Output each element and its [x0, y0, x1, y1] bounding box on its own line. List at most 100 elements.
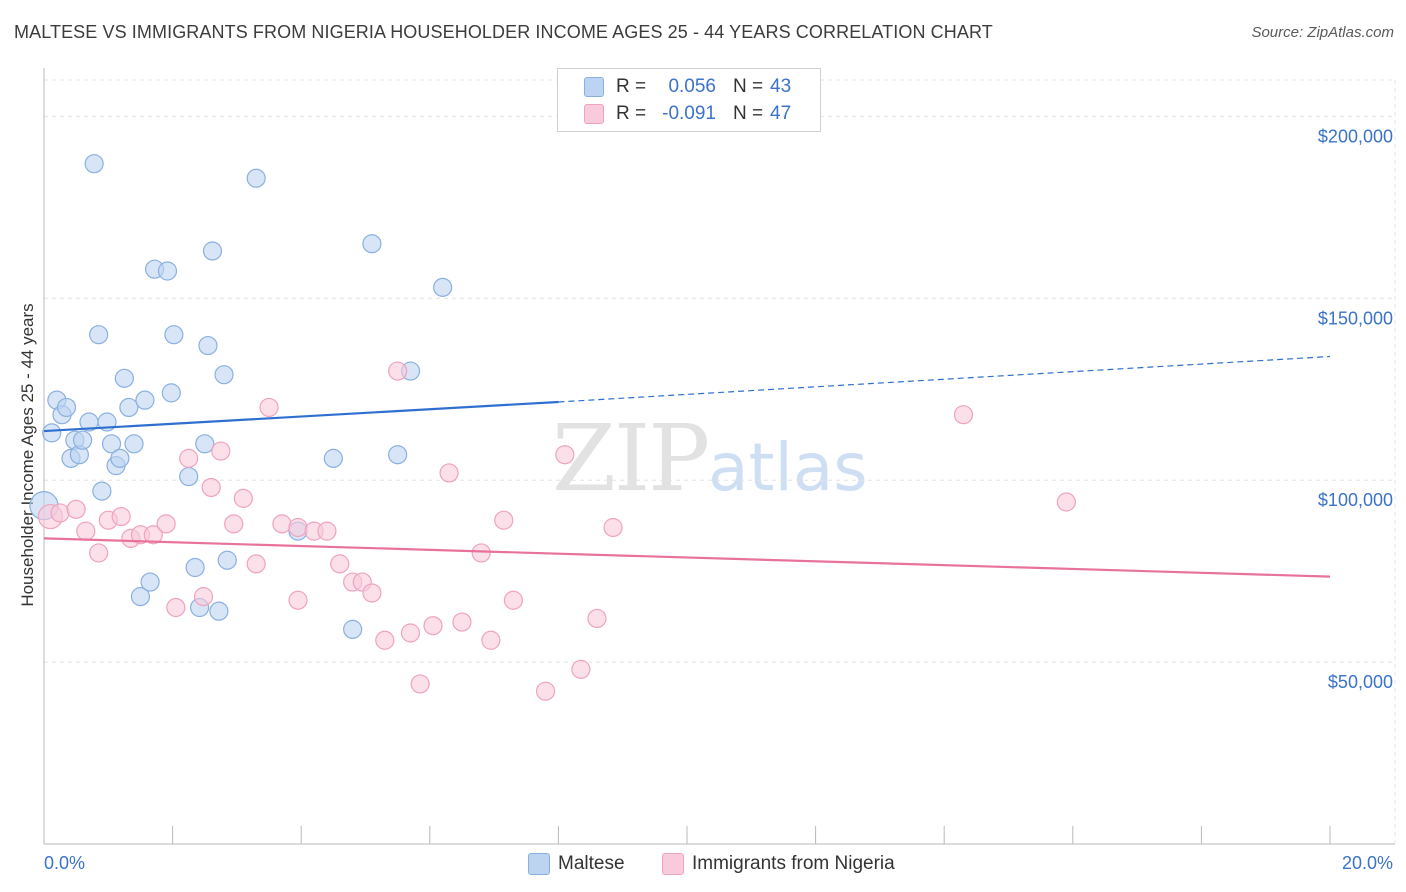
y-tick-label: $150,000: [1318, 308, 1393, 328]
maltese-point: [161, 383, 181, 403]
nigeria-point: [288, 517, 308, 538]
y-tick-label: $100,000: [1318, 490, 1393, 510]
nigeria-point: [362, 583, 382, 603]
chart-title: MALTESE VS IMMIGRANTS FROM NIGERIA HOUSE…: [14, 22, 993, 42]
r-label: R =: [616, 76, 647, 97]
maltese-point: [72, 430, 93, 450]
n-label: N =: [733, 103, 764, 124]
nigeria-point: [66, 499, 86, 519]
nigeria-point: [535, 681, 556, 701]
maltese-point: [157, 261, 178, 281]
y-tick-label: $200,000: [1318, 126, 1393, 146]
maltese-trend-extension: [558, 355, 1331, 403]
nigeria-point: [439, 463, 459, 483]
maltese-point: [114, 368, 134, 388]
nigeria-point: [423, 616, 443, 636]
source-label: Source: ZipAtlas.com: [1251, 24, 1394, 41]
maltese-point: [164, 325, 184, 345]
nigeria-point: [603, 517, 623, 538]
maltese-point: [343, 619, 363, 639]
maltese-point: [179, 466, 199, 487]
nigeria-point: [571, 659, 591, 679]
maltese-point: [89, 325, 109, 345]
maltese-point: [92, 481, 112, 501]
nigeria-point: [179, 448, 199, 468]
stats-row-nigeria: R = -0.091 N = 47: [558, 101, 820, 127]
stats-row-maltese: R = 0.056 N = 43: [558, 74, 820, 100]
nigeria-point: [89, 543, 109, 563]
nigeria-point: [317, 521, 337, 541]
legend-label: Immigrants from Nigeria: [692, 853, 895, 874]
nigeria-point: [452, 612, 472, 632]
nigeria-point: [953, 405, 974, 425]
nigeria-swatch: [584, 104, 604, 124]
maltese-point: [323, 448, 343, 468]
stats-legend-box: R = 0.056 N = 43 R = -0.091 N = 47: [557, 68, 821, 132]
nigeria-point: [143, 525, 163, 545]
nigeria-point: [50, 503, 70, 523]
n-value: 43: [770, 76, 792, 97]
maltese-point: [198, 335, 218, 356]
maltese-point: [246, 168, 266, 188]
maltese-point: [124, 434, 144, 454]
maltese-point: [214, 365, 234, 385]
maltese-point: [388, 445, 408, 465]
r-value: -0.091: [662, 103, 716, 124]
maltese-point: [362, 234, 382, 254]
nigeria-point: [246, 554, 266, 574]
nigeria-swatch: [662, 853, 684, 875]
maltese-trend-line: [43, 400, 559, 433]
nigeria-point: [272, 514, 292, 534]
nigeria-point: [224, 514, 244, 534]
maltese-swatch: [584, 77, 604, 97]
nigeria-point: [503, 590, 523, 610]
maltese-point: [209, 601, 229, 621]
maltese-point: [130, 587, 151, 607]
nigeria-point: [555, 445, 575, 465]
r-label: R =: [616, 103, 647, 124]
nigeria-point: [201, 477, 221, 498]
maltese-swatch: [528, 853, 550, 875]
nigeria-point: [400, 623, 421, 643]
nigeria-point: [587, 608, 607, 629]
nigeria-trend-line: [43, 537, 1331, 578]
maltese-point: [433, 277, 453, 297]
watermark: ZIPatlas: [552, 405, 868, 512]
watermark-zip: ZIP: [552, 405, 710, 512]
nigeria-point: [288, 590, 308, 610]
nigeria-point: [330, 554, 350, 574]
nigeria-point: [156, 514, 176, 534]
maltese-point: [202, 241, 223, 261]
maltese-point: [110, 448, 130, 468]
nigeria-point: [211, 441, 231, 461]
nigeria-point: [233, 488, 253, 508]
maltese-point: [42, 423, 62, 443]
nigeria-point: [1056, 492, 1076, 512]
nigeria-point: [410, 674, 430, 694]
maltese-point: [101, 434, 122, 454]
maltese-point: [195, 434, 215, 454]
nigeria-point: [388, 361, 408, 381]
maltese-point: [56, 397, 77, 418]
maltese-point: [140, 572, 160, 592]
maltese-point: [185, 557, 205, 578]
legend-label: Maltese: [558, 853, 625, 874]
watermark-atlas: atlas: [708, 429, 868, 506]
maltese-point: [119, 397, 139, 418]
y-tick-label: $50,000: [1328, 672, 1393, 692]
maltese-point: [217, 550, 237, 570]
nigeria-point: [494, 510, 514, 530]
nigeria-point: [481, 630, 501, 650]
nigeria-point: [471, 543, 491, 563]
maltese-point: [135, 390, 155, 410]
maltese-point: [84, 154, 104, 174]
nigeria-point: [111, 506, 131, 527]
nigeria-point: [193, 587, 214, 607]
nigeria-point: [76, 521, 96, 541]
bottom-legend: Maltese Immigrants from Nigeria: [0, 852, 1406, 878]
nigeria-point: [166, 597, 186, 618]
r-value: 0.056: [668, 76, 716, 97]
nigeria-point: [259, 397, 279, 418]
n-label: N =: [733, 76, 764, 97]
